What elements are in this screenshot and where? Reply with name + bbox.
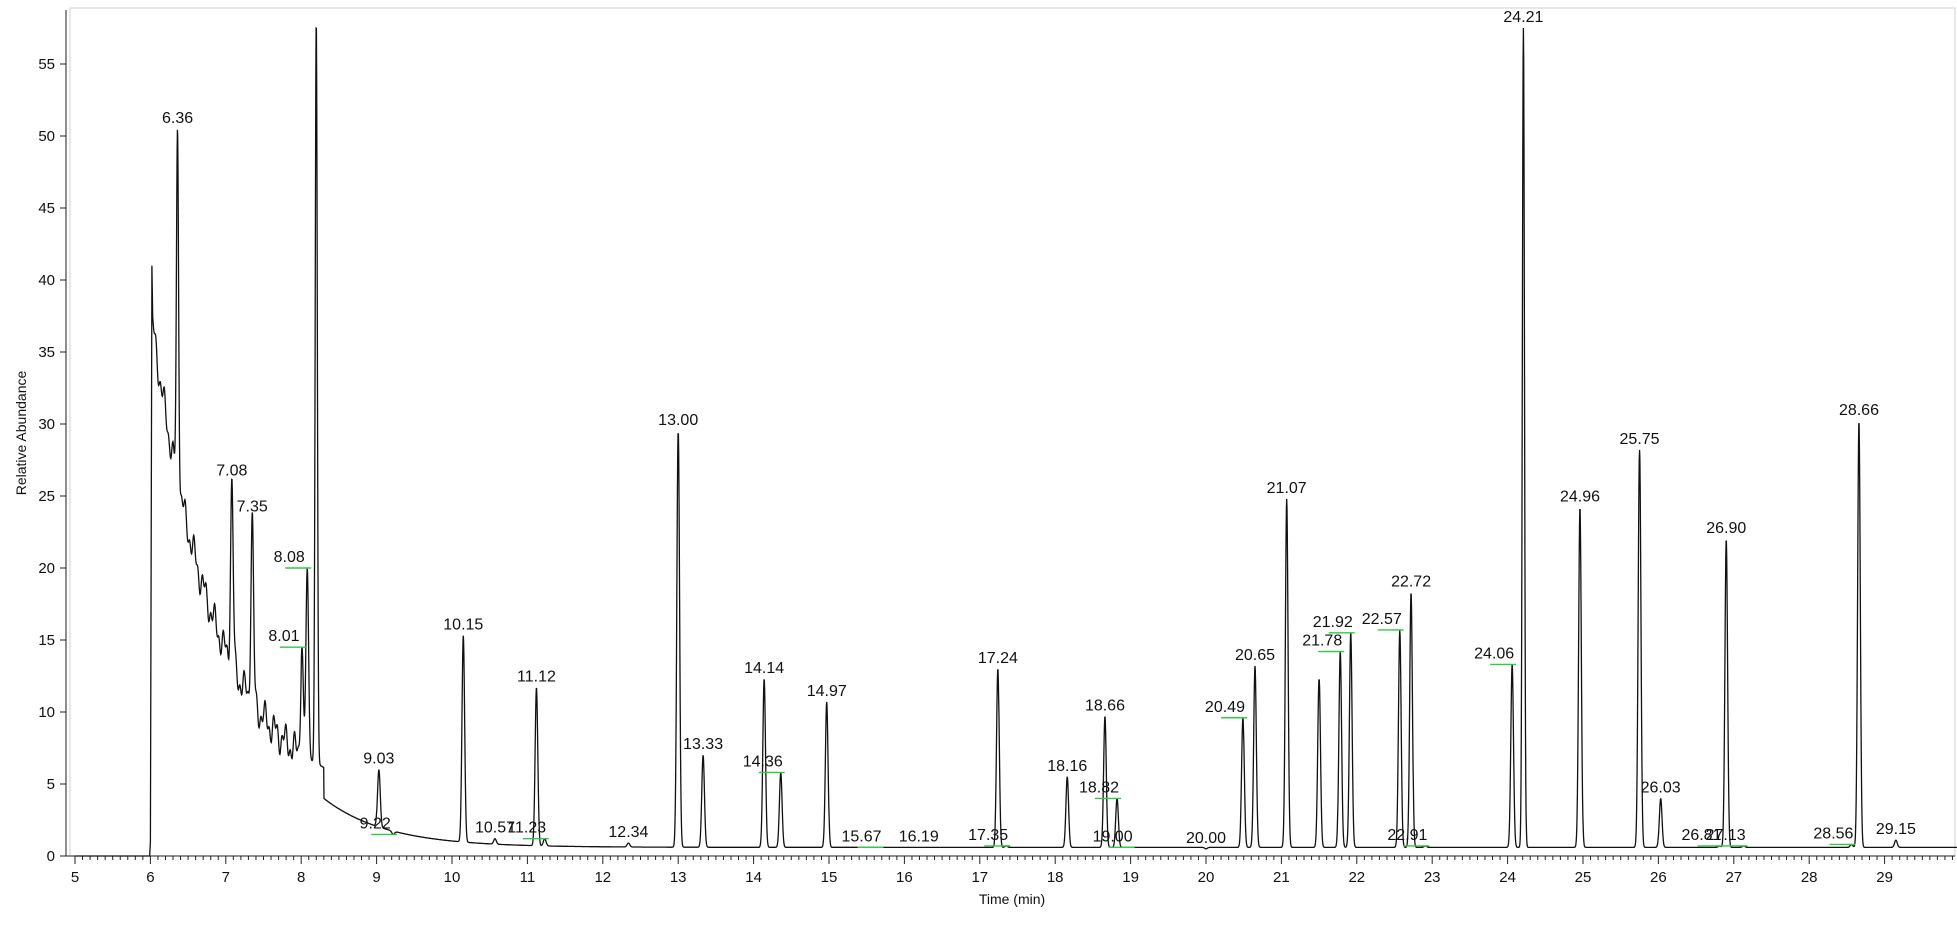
peak-label: 20.00 [1186, 830, 1226, 847]
peak-label: 22.57 [1362, 611, 1402, 628]
x-tick-label: 10 [444, 869, 461, 886]
y-axis-ticks: 0 5 10 15 20 25 30 35 40 45 50 55 [38, 56, 66, 865]
y-tick-label: 10 [38, 704, 55, 721]
x-tick-label: 9 [372, 869, 380, 886]
x-tick-label: 27 [1725, 869, 1742, 886]
y-tick-label: 5 [47, 776, 55, 793]
peak-label: 8.01 [268, 628, 299, 645]
x-tick-label: 16 [896, 869, 913, 886]
peak-label: 9.03 [363, 751, 394, 768]
x-tick-label: 28 [1801, 869, 1818, 886]
peak-label: 18.82 [1079, 779, 1119, 796]
x-tick-label: 19 [1122, 869, 1139, 886]
peak-label: 14.97 [807, 683, 847, 700]
peak-label: 9.22 [360, 815, 391, 832]
peak-label: 19.00 [1093, 828, 1133, 845]
x-tick-label: 18 [1047, 869, 1064, 886]
peak-label: 24.21 [1503, 9, 1543, 26]
x-axis-title: Time (min) [979, 891, 1045, 907]
peak-label: 18.16 [1047, 758, 1087, 775]
y-tick-label: 45 [38, 200, 55, 217]
x-tick-label: 14 [745, 869, 762, 886]
y-tick-label: 0 [47, 848, 55, 865]
y-tick-label: 30 [38, 416, 55, 433]
peak-label: 17.35 [968, 827, 1008, 844]
peak-label: 20.49 [1205, 699, 1245, 716]
x-tick-label: 26 [1650, 869, 1667, 886]
x-tick-label: 8 [297, 869, 305, 886]
peak-label: 20.65 [1235, 647, 1275, 664]
x-tick-label: 21 [1273, 869, 1290, 886]
peak-label: 14.14 [744, 660, 784, 677]
peak-label: 11.12 [517, 669, 556, 686]
chromatogram-trace [75, 26, 1957, 857]
peak-label: 26.81 [1681, 827, 1721, 844]
x-tick-label: 12 [594, 869, 611, 886]
peak-label: 7.35 [237, 499, 268, 516]
peak-label: 24.06 [1474, 645, 1514, 662]
peak-labels: 6.367.087.358.018.089.039.2210.1510.5711… [162, 9, 1916, 847]
peak-label: 26.90 [1706, 520, 1746, 537]
peak-label: 17.24 [978, 650, 1018, 667]
peak-markers [279, 567, 1856, 849]
peak-label: 7.08 [216, 463, 247, 480]
peak-label: 21.92 [1313, 614, 1353, 631]
y-tick-label: 25 [38, 488, 55, 505]
peak-label: 12.34 [608, 824, 648, 841]
y-tick-label: 20 [38, 560, 55, 577]
peak-label: 21.07 [1267, 480, 1307, 497]
peak-label: 16.19 [899, 828, 939, 845]
y-tick-label: 50 [38, 128, 55, 145]
y-tick-label: 40 [38, 272, 55, 289]
peak-label: 22.72 [1391, 573, 1431, 590]
peak-label: 10.57 [475, 820, 515, 837]
x-tick-label: 7 [222, 869, 230, 886]
x-tick-label: 23 [1424, 869, 1441, 886]
peak-label: 13.00 [658, 412, 698, 429]
peak-label: 29.15 [1876, 821, 1916, 838]
x-tick-label: 6 [146, 869, 154, 886]
x-axis-ticks: 5 6 7 8 9 10 11 12 13 14 15 16 17 18 19 20 21 22 23 24 25 26 2… [71, 856, 1953, 886]
x-tick-label: 29 [1876, 869, 1893, 886]
x-tick-label: 13 [670, 869, 687, 886]
y-axis-title: Relative Abundance [13, 371, 29, 496]
peak-label: 27.13 [1706, 827, 1746, 844]
peak-label: 22.91 [1387, 827, 1427, 844]
peak-label: 6.36 [162, 110, 193, 127]
peak-label: 8.08 [274, 549, 305, 566]
x-tick-label: 22 [1348, 869, 1365, 886]
y-tick-label: 35 [38, 344, 55, 361]
x-tick-label: 5 [71, 869, 79, 886]
peak-label: 13.33 [683, 736, 723, 753]
peak-label: 24.96 [1560, 489, 1600, 506]
peak-label: 15.67 [841, 828, 881, 845]
peak-label: 18.66 [1085, 697, 1125, 714]
y-tick-label: 15 [38, 632, 55, 649]
peak-label: 10.15 [443, 617, 483, 634]
x-tick-label: 25 [1575, 869, 1592, 886]
peak-label: 26.03 [1641, 779, 1681, 796]
peak-label: 11.23 [507, 820, 546, 837]
x-tick-label: 20 [1198, 869, 1215, 886]
x-tick-label: 24 [1499, 869, 1516, 886]
x-tick-label: 17 [971, 869, 988, 886]
peak-label: 28.56 [1813, 825, 1853, 842]
peak-label: 28.66 [1839, 402, 1879, 419]
y-tick-label: 55 [38, 56, 55, 73]
peak-label: 25.75 [1620, 431, 1660, 448]
peak-label: 21.78 [1302, 633, 1342, 650]
x-tick-label: 11 [520, 869, 536, 886]
plot-frame [69, 7, 1956, 857]
peak-label: 14.36 [743, 753, 783, 770]
x-tick-label: 15 [821, 869, 838, 886]
